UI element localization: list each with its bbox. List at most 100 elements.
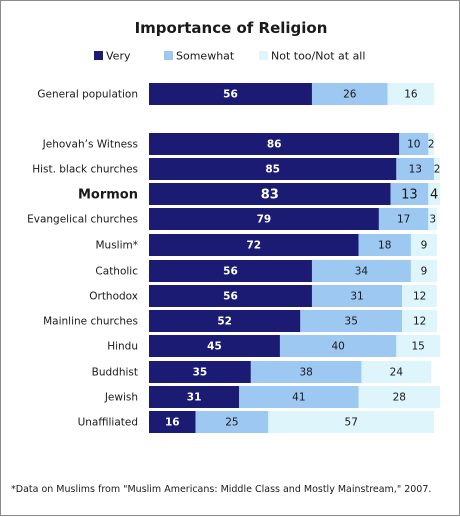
bar-jehovah-s-witness-not-too-not-at-all xyxy=(428,133,435,155)
category-label-buddhist: Buddhist xyxy=(92,367,138,379)
value-label-general-population-not-too-not-at-all: 16 xyxy=(404,89,418,101)
category-labels: General population Jehovah’s Witness Hist.… xyxy=(27,89,138,429)
bar-unaffiliated-not-too-not-at-all xyxy=(268,411,435,433)
bar-hindu-not-too-not-at-all xyxy=(396,335,440,357)
value-label-muslim-not-too-not-at-all: 9 xyxy=(421,240,428,252)
bar-evangelical-churches-not-too-not-at-all xyxy=(428,208,438,230)
category-label-general-population: General population xyxy=(37,89,138,101)
bar-hindu-somewhat xyxy=(279,335,397,357)
bar-hindu-very xyxy=(149,335,280,357)
value-label-buddhist-somewhat: 38 xyxy=(299,367,312,379)
value-label-mainline-churches-not-too-not-at-all: 12 xyxy=(413,316,426,328)
bar-jewish-somewhat xyxy=(239,386,359,408)
category-label-jehovah-s-witness: Jehovah’s Witness xyxy=(42,139,138,151)
bar-mainline-churches-very xyxy=(149,310,301,332)
bar-hist-black-churches-not-too-not-at-all xyxy=(434,158,440,180)
value-label-jehovah-s-witness-very: 86 xyxy=(267,139,282,151)
bar-catholic-somewhat xyxy=(311,260,411,282)
bar-buddhist-somewhat xyxy=(250,361,362,383)
value-label-mainline-churches-somewhat: 35 xyxy=(345,316,358,328)
bar-orthodox-not-too-not-at-all xyxy=(402,285,438,307)
bar-orthodox-somewhat xyxy=(311,285,403,307)
bars xyxy=(149,83,440,433)
value-label-unaffiliated-not-too-not-at-all: 57 xyxy=(345,417,358,429)
category-label-mainline-churches: Mainline churches xyxy=(43,316,138,328)
bar-jehovah-s-witness-somewhat xyxy=(399,133,429,155)
value-label-orthodox-very: 56 xyxy=(223,291,238,303)
value-label-orthodox-somewhat: 31 xyxy=(350,291,363,303)
category-label-muslim: Muslim* xyxy=(96,240,139,252)
bar-mainline-churches-not-too-not-at-all xyxy=(402,310,438,332)
bar-mormon-not-too-not-at-all xyxy=(428,183,440,205)
value-label-evangelical-churches-somewhat: 17 xyxy=(397,214,410,226)
bar-jewish-not-too-not-at-all xyxy=(358,386,440,408)
value-label-hist-black-churches-very: 85 xyxy=(265,164,280,176)
legend: Very Somewhat Not too/Not at all xyxy=(94,50,365,63)
value-label-buddhist-not-too-not-at-all: 24 xyxy=(390,367,404,379)
value-label-buddhist-very: 35 xyxy=(193,367,208,379)
category-label-jewish: Jewish xyxy=(104,392,138,404)
value-label-catholic-not-too-not-at-all: 9 xyxy=(421,266,428,278)
value-label-jehovah-s-witness-not-too-not-at-all: 2 xyxy=(428,139,435,151)
value-label-mormon-somewhat: 13 xyxy=(401,188,418,203)
legend-swatch-not-too-not-at-all xyxy=(259,51,268,60)
bar-orthodox-very xyxy=(149,285,312,307)
value-label-general-population-very: 56 xyxy=(223,89,238,101)
legend-label-somewhat: Somewhat xyxy=(176,50,235,63)
bar-general-population-not-too-not-at-all xyxy=(387,83,435,105)
value-label-general-population-somewhat: 26 xyxy=(343,89,357,101)
bar-buddhist-very xyxy=(149,361,251,383)
value-label-hist-black-churches-not-too-not-at-all: 2 xyxy=(434,164,441,176)
value-label-catholic-somewhat: 34 xyxy=(355,266,369,278)
legend-label-very: Very xyxy=(106,50,131,63)
value-label-jehovah-s-witness-somewhat: 10 xyxy=(407,139,420,151)
category-label-unaffiliated: Unaffiliated xyxy=(78,417,138,429)
value-label-catholic-very: 56 xyxy=(223,266,238,278)
value-label-hist-black-churches-somewhat: 13 xyxy=(409,164,422,176)
value-label-orthodox-not-too-not-at-all: 12 xyxy=(413,291,426,303)
value-label-unaffiliated-somewhat: 25 xyxy=(225,417,238,429)
bar-catholic-very xyxy=(149,260,312,282)
bar-muslim-somewhat xyxy=(358,234,411,256)
bar-mormon-somewhat xyxy=(390,183,429,205)
bar-evangelical-churches-very xyxy=(149,208,379,230)
category-label-orthodox: Orthodox xyxy=(89,291,138,303)
value-label-jewish-somewhat: 41 xyxy=(292,392,305,404)
bar-general-population-very xyxy=(149,83,312,105)
value-label-evangelical-churches-very: 79 xyxy=(257,214,272,226)
legend-swatch-very xyxy=(94,51,103,60)
bar-hist-black-churches-somewhat xyxy=(396,158,435,180)
bar-unaffiliated-very xyxy=(149,411,196,433)
value-label-unaffiliated-very: 16 xyxy=(165,417,180,429)
value-label-hindu-very: 45 xyxy=(207,341,222,353)
chart-title: Importance of Religion xyxy=(135,19,328,37)
value-label-mormon-very: 83 xyxy=(261,188,279,203)
bar-catholic-not-too-not-at-all xyxy=(410,260,438,282)
value-label-muslim-very: 72 xyxy=(246,240,261,252)
bar-mainline-churches-somewhat xyxy=(300,310,403,332)
value-label-mormon-not-too-not-at-all: 4 xyxy=(430,188,438,203)
bar-jehovah-s-witness-very xyxy=(149,133,400,155)
bar-muslim-very xyxy=(149,234,359,256)
value-label-evangelical-churches-not-too-not-at-all: 3 xyxy=(429,214,436,226)
bar-evangelical-churches-somewhat xyxy=(378,208,429,230)
bar-mormon-very xyxy=(149,183,391,205)
value-label-muslim-somewhat: 18 xyxy=(378,240,391,252)
category-label-hindu: Hindu xyxy=(107,341,138,353)
bar-jewish-very xyxy=(149,386,240,408)
legend-label-not-too-not-at-all: Not too/Not at all xyxy=(271,50,365,63)
value-label-jewish-very: 31 xyxy=(187,392,202,404)
bar-unaffiliated-somewhat xyxy=(195,411,269,433)
value-label-hindu-somewhat: 40 xyxy=(331,341,344,353)
legend-swatch-somewhat xyxy=(164,51,173,60)
bar-general-population-somewhat xyxy=(311,83,388,105)
value-labels: 56 26 16 86 10 2 85 13 2 83 13 4 79 17 3 72 18 9 56 34 9 56 31… xyxy=(165,89,440,429)
category-label-catholic: Catholic xyxy=(95,266,138,278)
footnote: *Data on Muslims from "Muslim Americans:… xyxy=(11,484,431,495)
bar-hist-black-churches-very xyxy=(149,158,397,180)
value-label-hindu-not-too-not-at-all: 15 xyxy=(411,341,424,353)
bar-buddhist-not-too-not-at-all xyxy=(361,361,432,383)
bar-muslim-not-too-not-at-all xyxy=(410,234,438,256)
